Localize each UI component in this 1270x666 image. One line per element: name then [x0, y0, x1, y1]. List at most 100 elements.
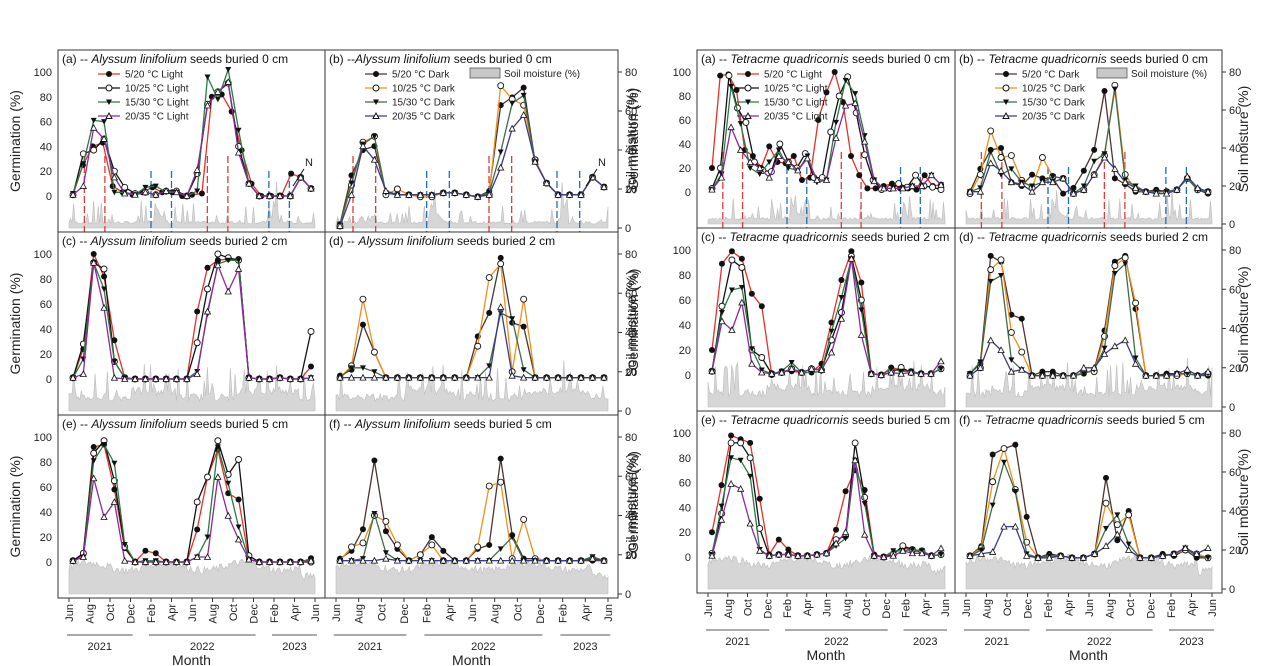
y-tick-label: 60 — [40, 117, 52, 129]
series-line-4 — [969, 525, 1209, 559]
data-point — [738, 285, 745, 291]
data-point — [382, 550, 389, 556]
data-point — [193, 553, 201, 560]
x-axis-label: Month — [452, 652, 491, 666]
data-point — [1069, 371, 1078, 379]
series-line-2 — [711, 442, 942, 558]
data-point — [100, 303, 108, 311]
data-point — [1049, 178, 1057, 186]
data-point — [880, 553, 888, 560]
x-tick-label: Apr — [444, 604, 456, 621]
data-point — [100, 135, 108, 142]
data-point — [1142, 371, 1150, 379]
data-point — [1125, 541, 1132, 548]
x-tick-label: Jun — [961, 599, 973, 617]
data-point — [1152, 189, 1160, 197]
legend-label: 15/30 °C Dark — [392, 98, 456, 109]
data-point — [214, 88, 222, 95]
data-point — [1028, 187, 1036, 195]
x-tick-label: Apr — [802, 599, 814, 616]
data-point — [183, 558, 191, 565]
x-tick-label: Dec — [1023, 599, 1035, 619]
data-point — [520, 367, 527, 373]
data-point — [1111, 86, 1118, 93]
data-point — [728, 256, 736, 264]
data-point — [1121, 178, 1129, 186]
y-tick-label: 60 — [679, 295, 691, 307]
data-point — [1122, 261, 1129, 267]
data-point — [265, 375, 274, 382]
data-point — [162, 375, 170, 382]
data-point — [509, 534, 516, 541]
x-tick-label: Oct — [512, 604, 524, 621]
data-point — [542, 373, 551, 381]
series-line-1 — [72, 93, 312, 197]
y2-tick-label: 20 — [1229, 181, 1241, 193]
soil-moisture-area — [335, 360, 609, 412]
data-point — [803, 551, 812, 559]
data-point — [531, 157, 539, 165]
x-tick-label: Feb — [146, 604, 158, 623]
data-point — [1103, 526, 1109, 532]
y2-axis-label: Soil moisture (%) — [1235, 86, 1251, 193]
data-point — [1100, 350, 1109, 357]
data-point — [918, 182, 926, 189]
data-point — [887, 368, 895, 376]
soil-moisture-area — [335, 182, 609, 229]
data-point — [90, 258, 98, 266]
data-point — [1100, 153, 1109, 161]
y2-tick-label: 80 — [625, 249, 637, 261]
data-point — [497, 254, 504, 261]
data-point — [794, 166, 802, 174]
x-tick-label: Apr — [1064, 599, 1076, 616]
data-point — [899, 546, 907, 554]
y2-axis-label: Soil moisture (%) — [1235, 449, 1251, 556]
series-line-2 — [339, 84, 605, 227]
data-point — [775, 550, 783, 558]
data-point — [837, 309, 845, 316]
legend-soil-label: Soil moisture (%) — [1131, 69, 1207, 80]
data-point — [90, 449, 98, 457]
data-point — [1101, 345, 1108, 352]
data-point — [989, 451, 996, 458]
y-tick-label: 60 — [679, 115, 691, 127]
data-point — [798, 177, 805, 183]
y-axis-label: Germination (%) — [7, 456, 23, 558]
data-point — [265, 192, 274, 199]
x-tick-label: Jun — [822, 599, 834, 617]
y2-tick-label: 0 — [625, 406, 631, 418]
data-point — [918, 549, 926, 557]
data-point — [1193, 184, 1202, 191]
data-point — [785, 546, 792, 553]
data-point — [1007, 328, 1015, 336]
x-tick-label: Dec — [249, 604, 261, 624]
data-point — [405, 373, 413, 381]
data-point — [1059, 371, 1067, 379]
data-point — [727, 480, 735, 487]
legend-marker — [105, 111, 113, 119]
data-point — [765, 551, 773, 559]
data-point — [748, 346, 755, 352]
data-point — [927, 551, 936, 559]
data-point — [1158, 552, 1167, 559]
y2-tick-label: 0 — [1229, 584, 1235, 596]
series-line-4 — [711, 460, 942, 558]
data-point — [827, 128, 835, 136]
data-point — [1131, 184, 1140, 191]
y-tick-label: 20 — [40, 349, 52, 361]
data-point — [520, 323, 527, 330]
data-point — [927, 369, 935, 377]
y-tick-label: 0 — [685, 552, 691, 564]
data-point — [462, 191, 470, 198]
data-point — [860, 530, 869, 538]
data-point — [1080, 167, 1087, 174]
data-point — [110, 173, 119, 181]
data-point — [1028, 371, 1036, 379]
y2-tick-label: 0 — [625, 589, 631, 601]
data-point — [776, 140, 784, 148]
year-label: 2021 — [88, 641, 112, 653]
y2-tick-label: 60 — [625, 471, 637, 483]
data-point — [370, 556, 379, 564]
legend-label: 10/25 °C Light — [125, 84, 189, 95]
data-point — [382, 554, 390, 562]
